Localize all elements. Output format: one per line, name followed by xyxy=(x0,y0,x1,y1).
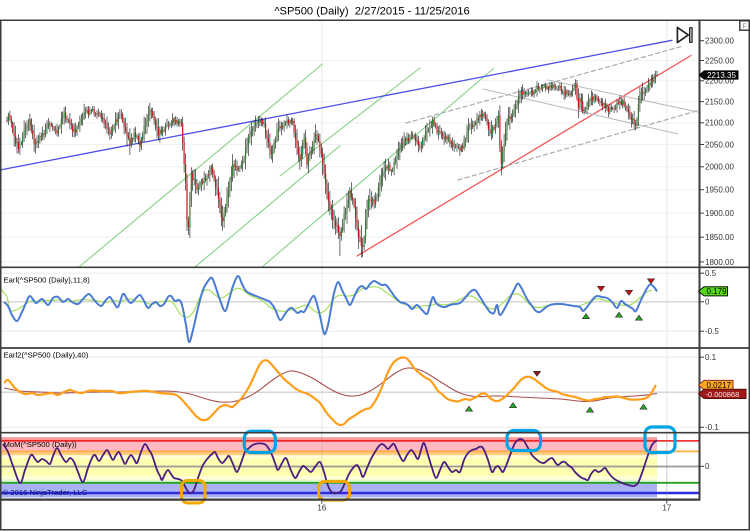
svg-text:1800.00: 1800.00 xyxy=(705,258,734,267)
svg-text:F: F xyxy=(742,22,747,31)
svg-text:1950.00: 1950.00 xyxy=(705,186,734,195)
svg-text:MoM(^SP500 (Daily)): MoM(^SP500 (Daily)) xyxy=(4,440,78,449)
svg-text:2000.00: 2000.00 xyxy=(705,163,734,172)
svg-text:Earl(^SP500 (Daily),11,8): Earl(^SP500 (Daily),11,8) xyxy=(4,275,91,284)
svg-text:-0.000868: -0.000868 xyxy=(706,390,740,399)
svg-text:1900.00: 1900.00 xyxy=(705,209,734,218)
svg-text:17: 17 xyxy=(662,504,671,513)
svg-text:2050.00: 2050.00 xyxy=(705,140,734,149)
svg-text:© 2016 NinjaTrader, LLC: © 2016 NinjaTrader, LLC xyxy=(3,488,88,497)
svg-text:0.179: 0.179 xyxy=(707,287,728,296)
svg-text:0.0217: 0.0217 xyxy=(707,381,732,390)
svg-text:Earl2(^SP500 (Daily),40): Earl2(^SP500 (Daily),40) xyxy=(4,351,89,360)
svg-text:0.5: 0.5 xyxy=(705,269,717,278)
svg-text:1850.00: 1850.00 xyxy=(705,233,734,242)
svg-text:-0.1: -0.1 xyxy=(705,423,719,432)
svg-text:2100.00: 2100.00 xyxy=(705,119,734,128)
svg-text:^SP500 (Daily) 2/27/2015 - 11: ^SP500 (Daily) 2/27/2015 - 11/25/2016 xyxy=(274,6,469,18)
svg-text:2250.00: 2250.00 xyxy=(705,56,734,65)
svg-text:-0.5: -0.5 xyxy=(705,327,719,336)
svg-text:2300.00: 2300.00 xyxy=(705,37,734,46)
svg-text:2150.00: 2150.00 xyxy=(705,98,734,107)
svg-text:0: 0 xyxy=(705,462,710,471)
svg-text:0: 0 xyxy=(705,298,710,307)
svg-text:2200.00: 2200.00 xyxy=(705,77,734,86)
svg-text:0.1: 0.1 xyxy=(705,353,717,362)
svg-text:2213.35: 2213.35 xyxy=(707,71,736,80)
svg-text:16: 16 xyxy=(317,504,326,513)
